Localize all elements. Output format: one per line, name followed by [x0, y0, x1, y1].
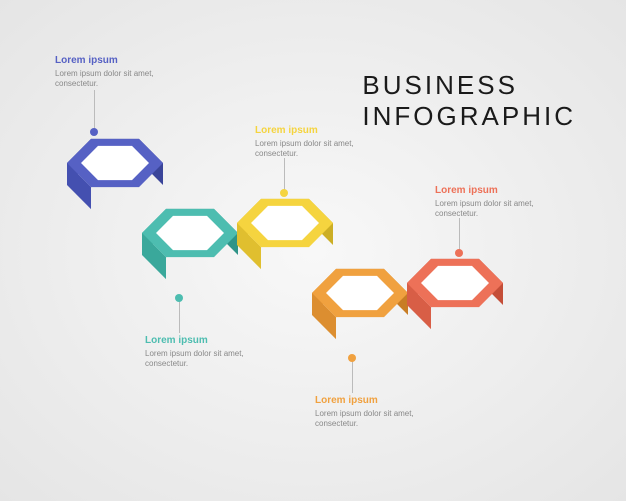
connector-line-1: [94, 90, 95, 132]
connector-dot-5: [455, 249, 463, 257]
hexagon-2: [140, 195, 240, 295]
hexagon-5: [405, 245, 505, 345]
connector-line-3: [284, 158, 285, 193]
label-block-5: Lorem ipsum Lorem ipsum dolor sit amet, c…: [435, 185, 545, 220]
label-body-2: Lorem ipsum dolor sit amet, consectetur.: [145, 349, 255, 370]
hexagon-4: [310, 255, 410, 355]
connector-line-5: [459, 218, 460, 253]
label-heading-4: Lorem ipsum: [315, 395, 425, 406]
label-heading-1: Lorem ipsum: [55, 55, 165, 66]
label-body-1: Lorem ipsum dolor sit amet, consectetur.: [55, 69, 165, 90]
title-line-2: INFOGRAPHIC: [362, 101, 576, 132]
connector-dot-2: [175, 294, 183, 302]
label-heading-5: Lorem ipsum: [435, 185, 545, 196]
label-block-2: Lorem ipsum Lorem ipsum dolor sit amet, c…: [145, 335, 255, 370]
connector-line-2: [179, 298, 180, 333]
main-title: BUSINESS INFOGRAPHIC: [362, 70, 576, 132]
label-body-3: Lorem ipsum dolor sit amet, consectetur.: [255, 139, 365, 160]
label-block-3: Lorem ipsum Lorem ipsum dolor sit amet, c…: [255, 125, 365, 160]
connector-dot-3: [280, 189, 288, 197]
connector-line-4: [352, 358, 353, 393]
label-heading-2: Lorem ipsum: [145, 335, 255, 346]
label-body-4: Lorem ipsum dolor sit amet, consectetur.: [315, 409, 425, 430]
title-line-1: BUSINESS: [362, 70, 576, 101]
connector-dot-1: [90, 128, 98, 136]
label-body-5: Lorem ipsum dolor sit amet, consectetur.: [435, 199, 545, 220]
label-block-4: Lorem ipsum Lorem ipsum dolor sit amet, c…: [315, 395, 425, 430]
label-heading-3: Lorem ipsum: [255, 125, 365, 136]
connector-dot-4: [348, 354, 356, 362]
infographic-canvas: BUSINESS INFOGRAPHIC L: [0, 0, 626, 501]
label-block-1: Lorem ipsum Lorem ipsum dolor sit amet, c…: [55, 55, 165, 90]
